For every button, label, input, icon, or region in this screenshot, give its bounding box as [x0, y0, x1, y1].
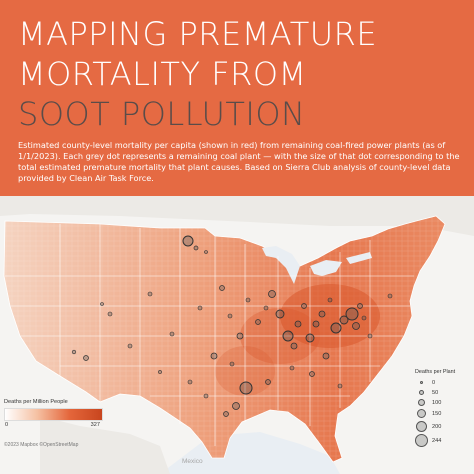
plant-legend-label: 200 [432, 424, 442, 430]
plant-legend-title: Deaths per Plant [415, 369, 456, 375]
coal-plant [305, 333, 315, 343]
coal-plant [187, 379, 193, 385]
coal-plant [169, 331, 175, 337]
coal-plant [367, 333, 373, 339]
coal-plant [327, 297, 333, 303]
coal-plant [219, 285, 225, 291]
plant-legend-label: 0 [432, 380, 436, 386]
title-line-3: SOOT POLLUTION [18, 95, 306, 133]
map-canvas [0, 196, 474, 474]
title-line-1: MAPPING PREMATURE [18, 15, 378, 53]
plant-legend-row: 50 [415, 388, 471, 400]
coal-plant [357, 303, 363, 309]
coal-plant [268, 290, 276, 298]
coal-plant [301, 303, 307, 309]
coal-plant [147, 291, 153, 297]
coal-plant [275, 309, 285, 319]
coal-plant [345, 307, 359, 321]
coal-plant [290, 342, 298, 350]
plant-size-legend: Deaths per Plant 0 50 100 150 200 244 [415, 369, 471, 449]
plant-size-dot [419, 390, 424, 395]
coal-plant [182, 235, 194, 247]
plant-size-dot [417, 409, 426, 418]
plant-legend-row: 200 [415, 421, 471, 434]
coal-plant [289, 365, 295, 371]
coal-plant [322, 352, 330, 360]
coal-plant [312, 320, 320, 328]
canada-landmass [0, 196, 474, 236]
coal-plant [193, 245, 199, 251]
coal-plant [337, 383, 343, 389]
header-banner: MAPPING PREMATURE MORTALITY FROM SOOT PO… [0, 0, 474, 196]
plant-size-dot [418, 399, 425, 406]
map-attribution[interactable]: ©2023 Mapbox ©OpenStreetMap [4, 442, 79, 448]
coal-plant [239, 381, 253, 395]
coal-plant [223, 411, 229, 417]
coal-plant [255, 319, 261, 325]
coal-plant [352, 322, 360, 330]
coal-plant [309, 371, 315, 377]
coal-plant [330, 322, 342, 334]
mortality-hotspot [280, 284, 380, 348]
coal-plant [71, 349, 77, 355]
plant-size-dot [416, 421, 427, 432]
coal-plant [197, 305, 203, 311]
plant-legend-row: 244 [415, 434, 471, 448]
coal-plant [203, 393, 209, 399]
coal-plant [227, 313, 233, 319]
plant-legend-row: 100 [415, 398, 471, 410]
coal-plant [107, 311, 113, 317]
plant-legend-label: 100 [432, 400, 442, 406]
plant-legend-row: 0 [415, 378, 471, 390]
plant-legend-row: 150 [415, 409, 471, 421]
coal-plant [282, 330, 294, 342]
coal-plant [265, 379, 271, 385]
coal-plant [204, 250, 208, 254]
mexico-landmass [40, 416, 170, 474]
mortality-color-scale [4, 408, 103, 421]
coal-plant [263, 305, 269, 311]
coal-plant [83, 355, 89, 361]
coal-plant [100, 302, 104, 306]
coal-plant [294, 320, 302, 328]
mortality-legend: Deaths per Million People 0 327 [4, 399, 104, 435]
coal-plant [361, 315, 367, 321]
coal-plant [245, 297, 251, 303]
coal-plant [229, 361, 235, 367]
great-lakes [262, 246, 300, 284]
coal-plant [387, 293, 393, 299]
mortality-legend-max: 327 [90, 422, 100, 428]
coal-plant [339, 315, 349, 325]
coal-plant [158, 370, 162, 374]
mortality-legend-title: Deaths per Million People [4, 399, 68, 405]
coal-plant-markers [71, 235, 393, 417]
map-label-mexico: Mexico [182, 458, 203, 465]
plant-legend-label: 150 [432, 411, 442, 417]
coal-plant [318, 310, 326, 318]
plant-legend-label: 50 [432, 390, 439, 396]
coal-plant [127, 343, 133, 349]
us-map[interactable] [0, 196, 474, 474]
gulf-of-mexico [160, 432, 340, 474]
state-borders [5, 224, 414, 446]
plant-size-dot [420, 381, 423, 384]
title-line-2: MORTALITY FROM [18, 55, 307, 93]
mortality-legend-min: 0 [5, 422, 9, 428]
coal-plant [210, 352, 218, 360]
coal-plant [236, 332, 244, 340]
plant-legend-label: 244 [432, 438, 442, 444]
coal-plant [232, 402, 240, 410]
plant-size-dot [415, 434, 428, 447]
subtitle-description: Estimated county-level mortality per cap… [18, 140, 460, 183]
